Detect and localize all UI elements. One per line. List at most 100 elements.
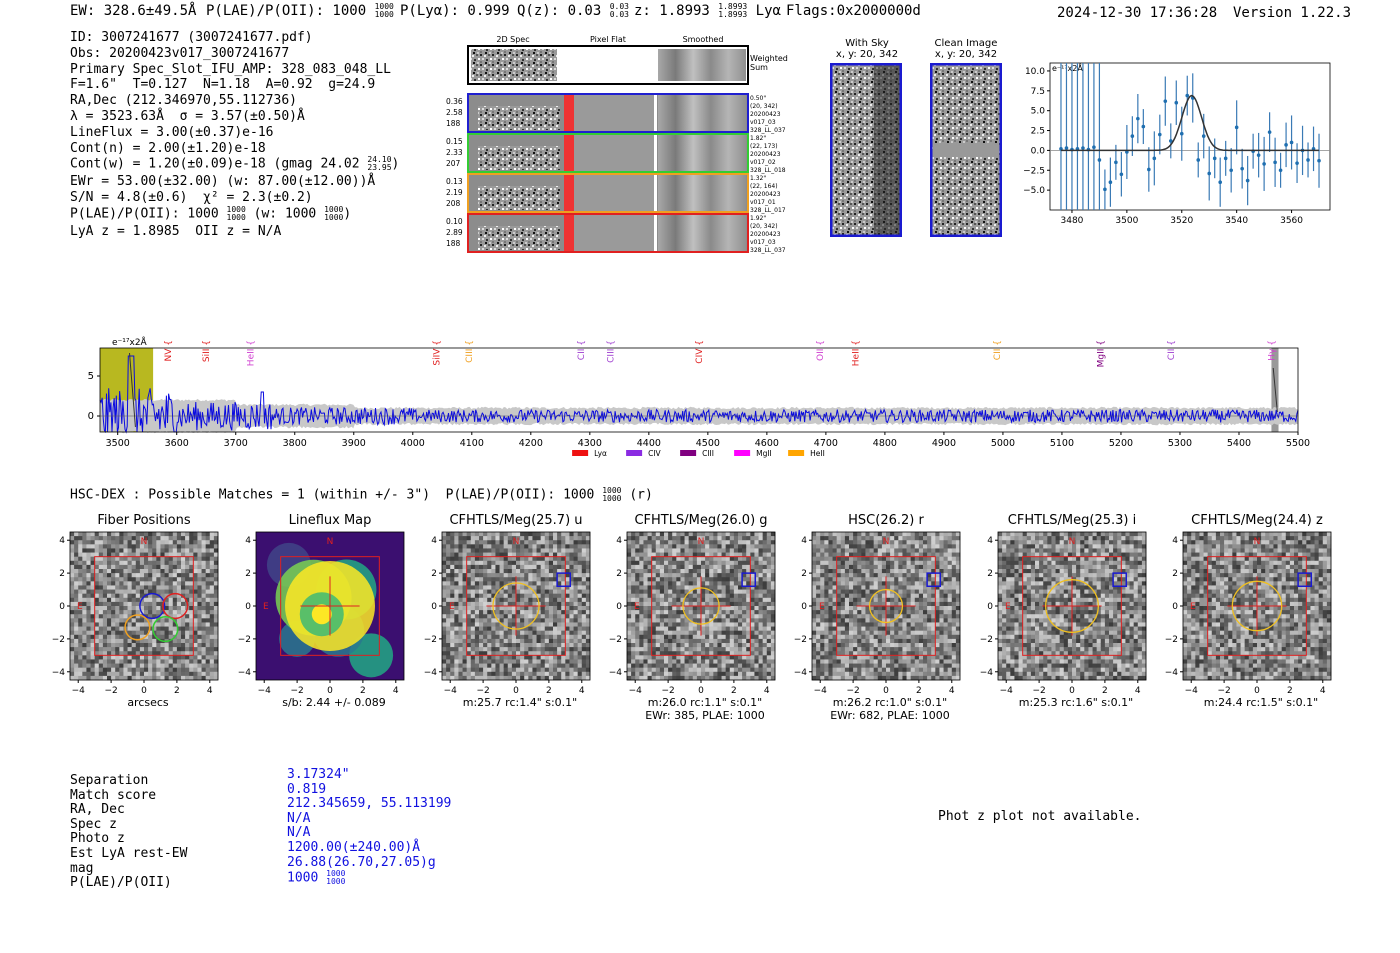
cutout-pixel — [717, 638, 722, 644]
cutout-pixel — [762, 536, 768, 541]
cutout-pixel — [873, 552, 879, 557]
cutout-pixel — [536, 556, 541, 562]
cutout-pixel — [442, 643, 447, 648]
cutout-pixel — [528, 589, 533, 594]
cutout-pixel — [553, 560, 558, 566]
cutout-pixel — [470, 548, 476, 553]
cutout-pixel — [824, 614, 829, 619]
cutout-pixel — [144, 577, 149, 582]
cutout-pixel — [86, 573, 91, 578]
cutout-pixel — [74, 655, 79, 660]
cutout-pixel — [865, 560, 870, 566]
cutout-pixel — [832, 589, 837, 594]
cutout-pixel — [832, 675, 837, 681]
cutout-pixel — [164, 610, 169, 615]
cutout-pixel — [201, 532, 206, 537]
cutout-pixel — [877, 647, 883, 652]
cutout-pixel — [176, 606, 182, 611]
cutout-pixel — [524, 536, 529, 541]
cutout-pixel — [672, 626, 677, 631]
cutout-pixel — [119, 655, 124, 660]
cutout-pixel — [836, 573, 842, 578]
cutout-caption-line: m:25.7 rc:1.4" s:0.1" — [462, 696, 578, 709]
cutout-pixel — [672, 643, 677, 648]
info-plae: P(LAE)/P(OII): 1000 1000 1000 (w: 1000 10… — [70, 204, 352, 222]
cutout-pixel — [742, 593, 747, 599]
cutout-pixel — [209, 651, 215, 656]
cutout-pixel — [495, 548, 500, 553]
cutout-pixel — [201, 622, 206, 627]
cutout-pixel — [172, 532, 178, 537]
cutout-pixel — [746, 593, 751, 599]
cutout-pixel — [127, 597, 132, 603]
cutout-pixel — [107, 651, 112, 656]
cutout-pixel — [635, 630, 640, 636]
cutout-pixel — [511, 548, 517, 553]
cutout-pixel — [581, 564, 587, 570]
cutout-pixel — [577, 626, 583, 631]
cutout-pixel — [458, 536, 463, 541]
cutout-pixel — [532, 540, 537, 545]
cutout-pixel — [664, 643, 669, 648]
cutout-pixel — [832, 606, 837, 611]
cutout-pixel — [94, 597, 100, 603]
cutout-pixel — [849, 589, 854, 594]
cutout-pixel — [503, 659, 509, 664]
cutout-pixel — [507, 601, 513, 607]
cutout-pixel — [853, 659, 858, 664]
cutout-pixel — [197, 569, 202, 574]
cutout-pixel — [205, 647, 211, 652]
cutout-pixel — [824, 560, 829, 566]
cutout-pixel — [479, 548, 484, 553]
cutout-pixel — [705, 581, 710, 586]
cutout-pixel — [160, 540, 165, 545]
cutout-pixel — [684, 552, 689, 557]
cutout-pixel — [520, 675, 525, 681]
cutout-pixel — [766, 593, 772, 599]
cutout-pixel — [701, 655, 706, 660]
cutout-pixel — [148, 593, 153, 599]
cutout-pixel — [643, 651, 648, 656]
cutout-pixel — [758, 618, 763, 623]
cutout-pixel — [746, 671, 751, 677]
cutout-pixel — [491, 626, 496, 631]
cutout-pixel — [828, 638, 833, 644]
cutout-pixel — [577, 536, 583, 541]
cutout-pixel — [189, 671, 194, 677]
cutout-pixel — [573, 671, 578, 677]
cutout-pixel — [840, 548, 846, 553]
cutout-pixel — [684, 548, 689, 553]
cutout-pixel — [585, 585, 591, 590]
cutout-pixel — [131, 556, 137, 562]
cutout-pixel — [144, 552, 149, 557]
cutout-pixel — [573, 651, 578, 656]
cutout-pixel — [701, 593, 706, 599]
cutout-pixel — [160, 532, 165, 537]
cutout-pixel — [668, 634, 673, 640]
cutout-pixel — [499, 618, 504, 623]
cutout-pixel — [483, 663, 488, 668]
cutout-pixel — [655, 643, 661, 648]
cutout-pixel — [820, 585, 825, 590]
cutout-pixel — [131, 618, 137, 623]
cutout-pixel — [189, 585, 194, 590]
cutout-pixel — [168, 638, 174, 644]
cutout-pixel — [824, 556, 829, 562]
cutout-pixel — [90, 564, 95, 570]
cutout-pixel — [90, 622, 95, 627]
cutout-pixel — [90, 647, 95, 652]
cutout-pixel — [828, 601, 833, 607]
cutout-pixel — [462, 552, 467, 557]
cutout-pixel — [119, 573, 124, 578]
cutout-pixel — [828, 564, 833, 570]
cutout-pixel — [688, 569, 694, 574]
cutout-pixel — [474, 630, 480, 636]
cutout-pixel — [479, 638, 484, 644]
cutout-pixel — [585, 610, 591, 615]
cutout-pixel — [643, 643, 648, 648]
cutout-pixel — [770, 560, 776, 566]
cutout-pixel — [886, 581, 891, 586]
cutout-pixel — [853, 544, 858, 549]
cutout-pixel — [86, 659, 91, 664]
zoom-unit-label: e⁻¹⁷x2Å — [1052, 62, 1083, 73]
